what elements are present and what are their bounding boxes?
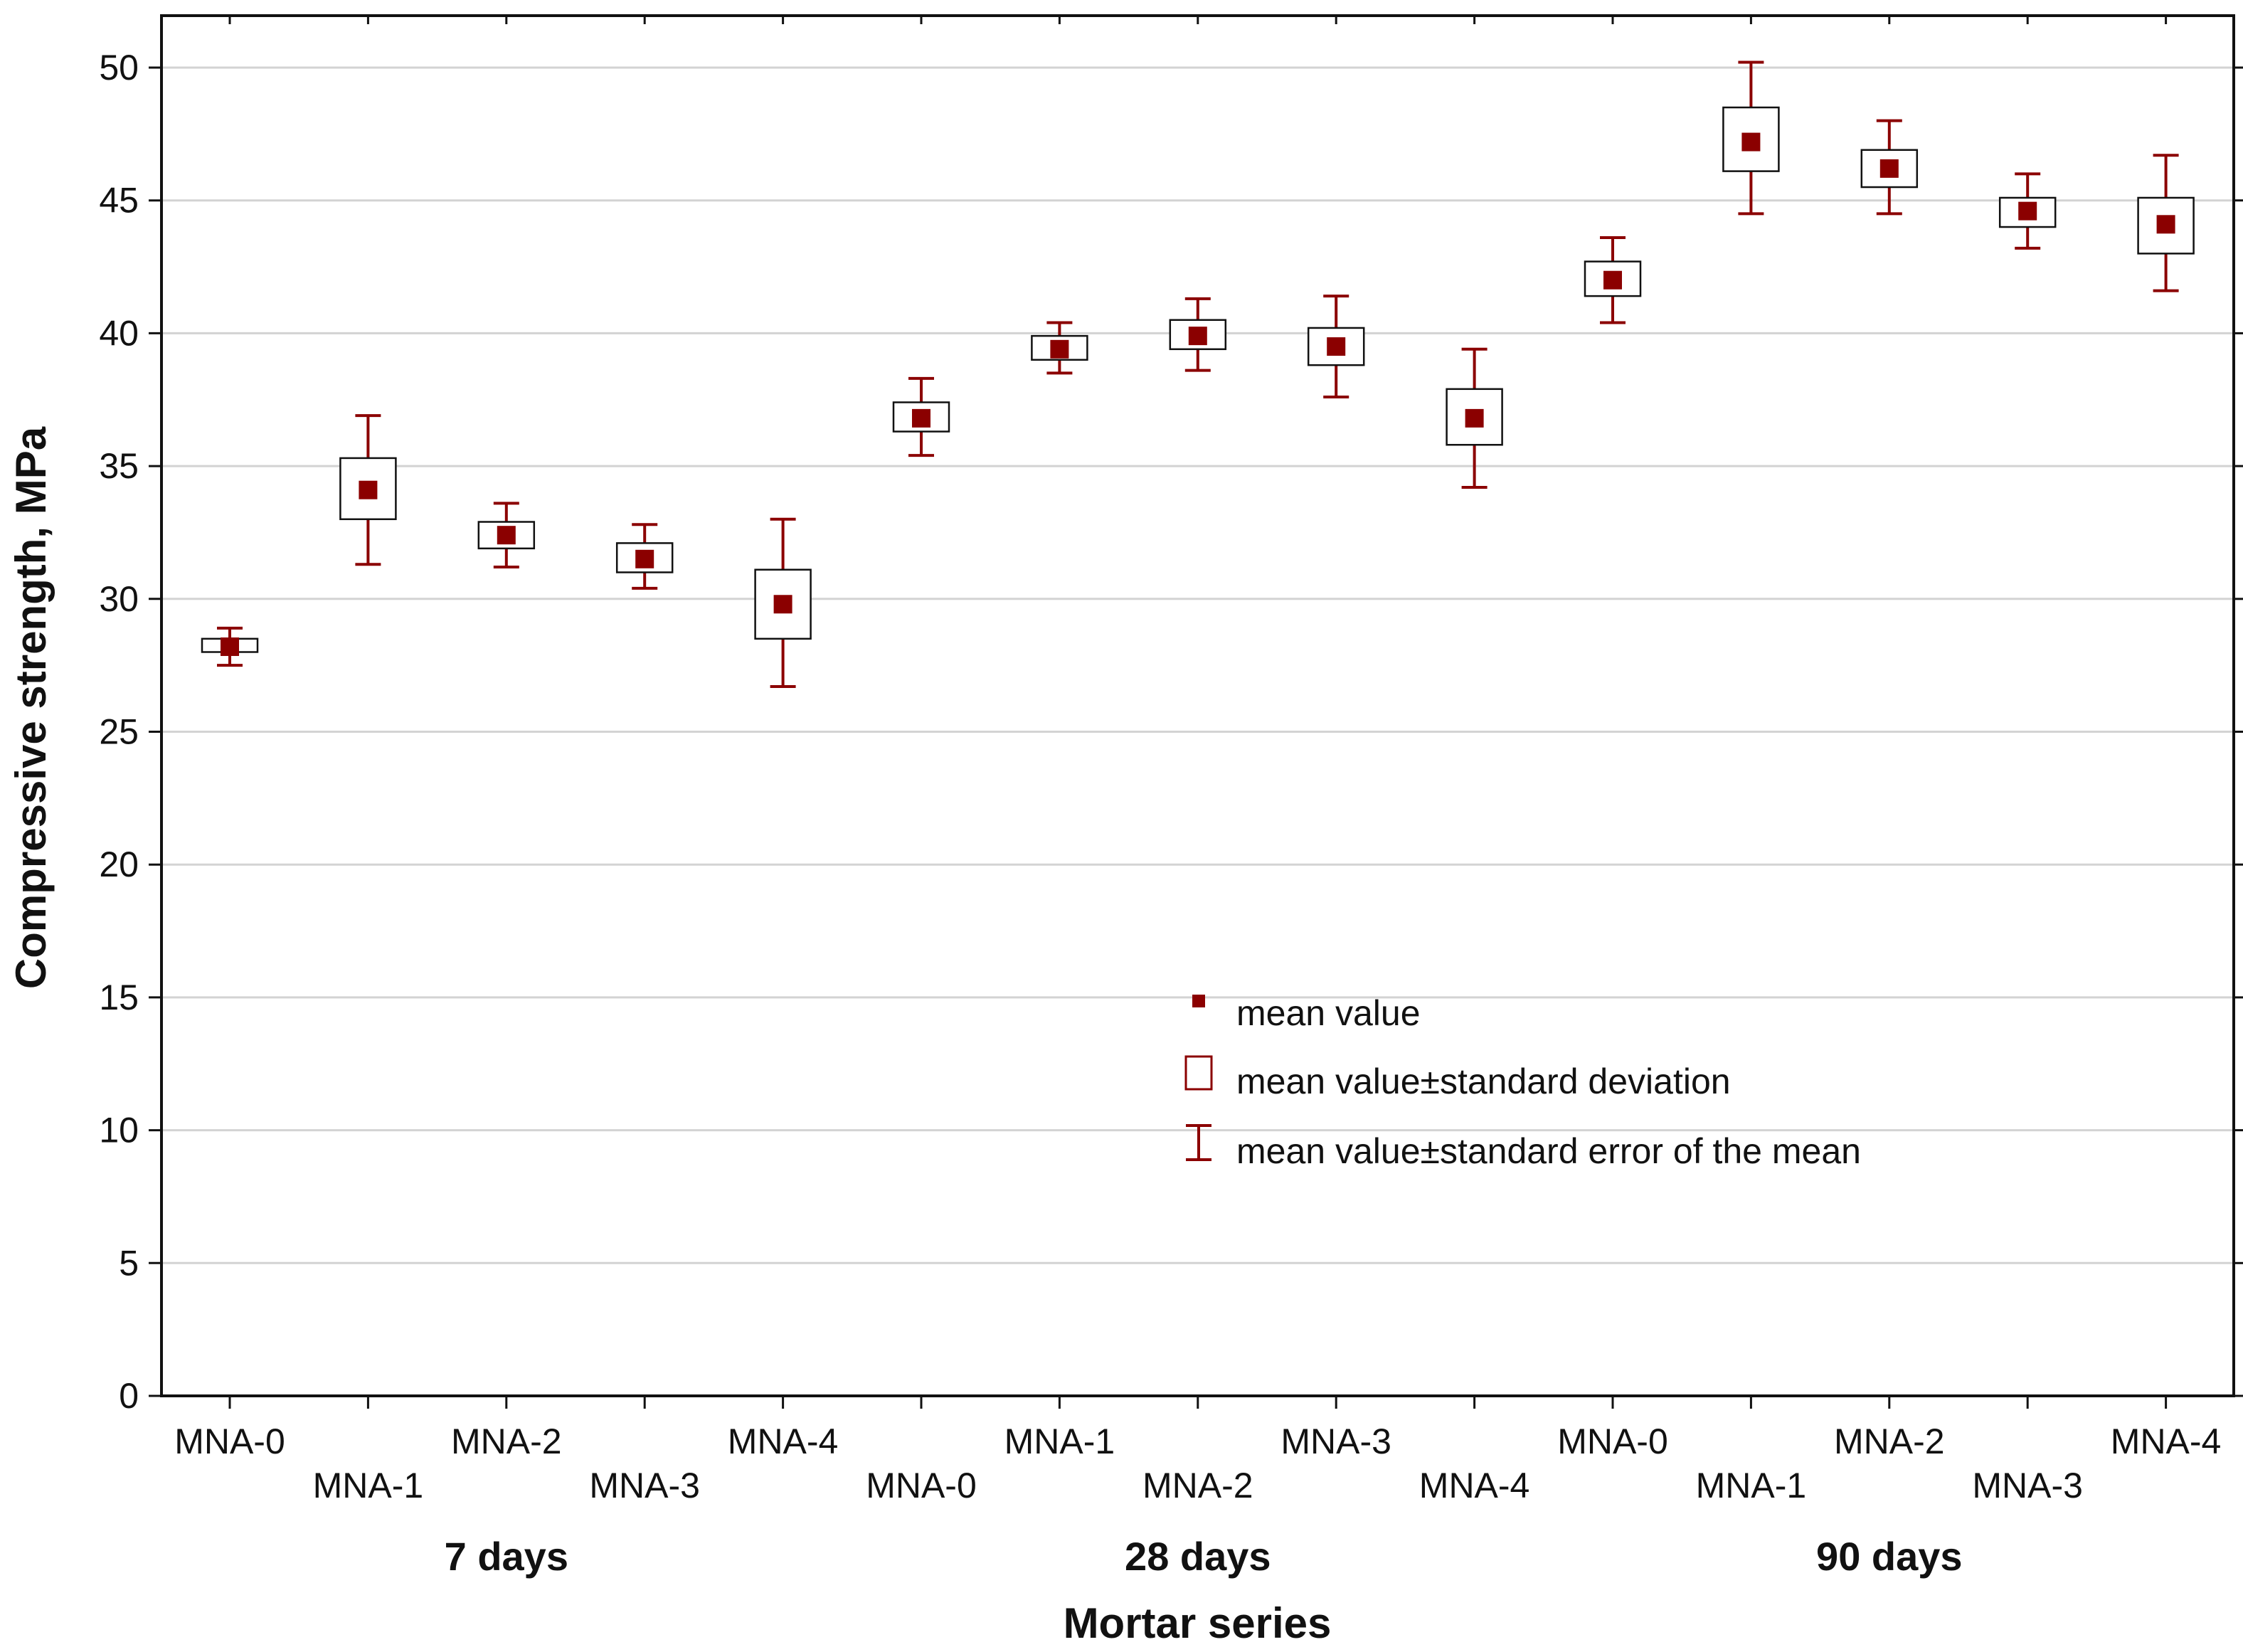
x-tick-label: MNA-4 xyxy=(728,1421,839,1461)
labels-layer: 0 5 10 15 20 25 30 35 40 45 50 MNA-0 MNA-1 MNA-2 MNA-3… xyxy=(99,48,2221,1579)
x-tick-label: MNA-4 xyxy=(1419,1466,1530,1505)
x-tick-label: MNA-3 xyxy=(589,1466,700,1505)
mean-marker xyxy=(2018,201,2037,221)
y-tick-label: 20 xyxy=(99,844,139,884)
mean-marker xyxy=(912,408,930,428)
mean-marker xyxy=(497,526,516,545)
x-tick-label: MNA-2 xyxy=(1142,1466,1253,1505)
x-axis-title: Mortar series xyxy=(1064,1599,1332,1647)
legend: mean value mean value±standard deviation m… xyxy=(1184,993,1861,1171)
legend-sd-box xyxy=(1184,1055,1213,1091)
group-label: 90 days xyxy=(1816,1534,1963,1579)
x-tick-label: MNA-2 xyxy=(1834,1421,1945,1461)
mean-marker xyxy=(773,595,792,614)
grid-layer xyxy=(161,66,2234,1264)
y-tick-label: 45 xyxy=(99,181,139,221)
y-tick-label: 5 xyxy=(119,1243,139,1283)
y-tick-label: 40 xyxy=(99,313,139,353)
mean-marker xyxy=(635,549,654,568)
mean-marker xyxy=(1741,132,1761,152)
legend-label: mean value±standard error of the mean xyxy=(1236,1131,1861,1171)
x-tick-label: MNA-4 xyxy=(2111,1421,2222,1461)
x-tick-label: MNA-0 xyxy=(866,1466,977,1505)
legend-label: mean value xyxy=(1236,993,1421,1033)
y-tick-label: 30 xyxy=(99,579,139,619)
x-tick-label: MNA-2 xyxy=(451,1421,562,1461)
y-tick-label: 25 xyxy=(99,712,139,752)
x-tick-label: MNA-0 xyxy=(1557,1421,1668,1461)
x-tick-label: MNA-3 xyxy=(1280,1421,1391,1461)
sd-box xyxy=(1722,106,1780,172)
y-tick-label: 10 xyxy=(99,1111,139,1150)
mean-marker xyxy=(1050,339,1069,359)
y-tick-label: 15 xyxy=(99,978,139,1017)
mean-marker xyxy=(1327,337,1346,356)
sd-box xyxy=(754,568,812,640)
mean-marker xyxy=(1188,327,1207,346)
legend-mean-marker xyxy=(1192,995,1205,1007)
axes-layer xyxy=(149,14,2243,1409)
y-tick-label: 0 xyxy=(119,1376,139,1416)
plot-frame xyxy=(160,14,2235,1397)
x-tick-label: MNA-3 xyxy=(1972,1466,2083,1505)
x-tick-label: MNA-1 xyxy=(1696,1466,1807,1505)
group-label: 28 days xyxy=(1125,1534,1271,1579)
mean-marker xyxy=(2156,215,2175,234)
mean-marker xyxy=(1465,408,1484,428)
y-tick-label: 35 xyxy=(99,446,139,486)
x-tick-label: MNA-0 xyxy=(174,1421,285,1461)
y-axis-title: Compressive strength, MPa xyxy=(7,426,55,989)
mean-marker xyxy=(1603,270,1622,290)
mean-marker xyxy=(221,637,239,657)
legend-label: mean value±standard deviation xyxy=(1236,1061,1731,1101)
marks-layer xyxy=(201,60,2195,689)
group-label: 7 days xyxy=(445,1534,568,1579)
x-tick-label: MNA-1 xyxy=(313,1466,424,1505)
mean-marker xyxy=(359,480,378,499)
mean-marker xyxy=(1879,159,1899,178)
x-tick-label: MNA-1 xyxy=(1004,1421,1115,1461)
y-tick-label: 50 xyxy=(99,48,139,88)
